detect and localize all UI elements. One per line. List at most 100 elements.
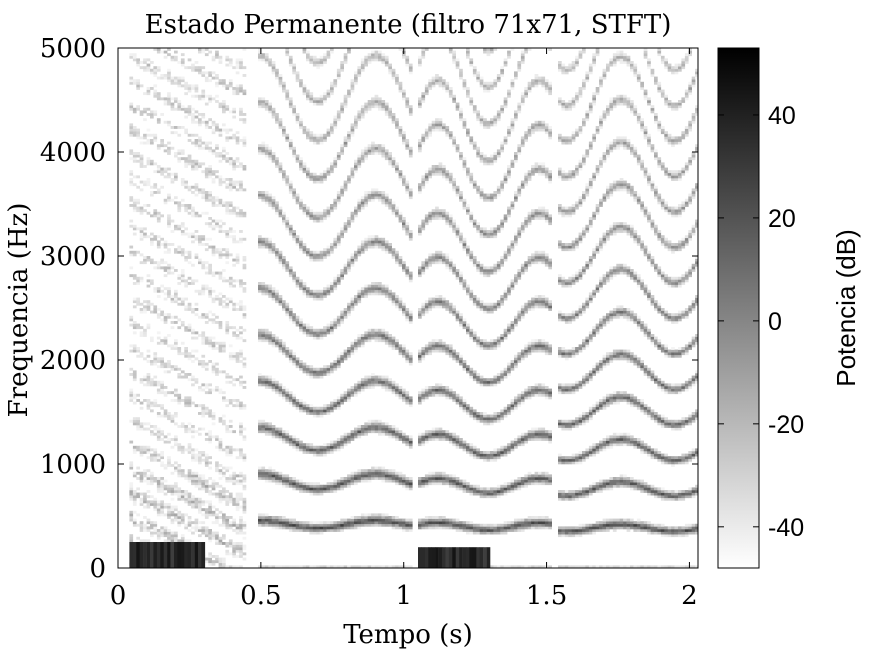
heatmap-cell	[319, 445, 324, 449]
heatmap-cell	[438, 118, 443, 122]
heatmap-cell	[180, 152, 185, 155]
heatmap-cell	[282, 521, 286, 525]
heatmap-cell	[408, 235, 413, 239]
heatmap-cell	[215, 81, 219, 85]
heatmap-cell	[421, 313, 426, 317]
heatmap-cell	[354, 250, 358, 254]
heatmap-cell	[374, 196, 379, 200]
heatmap-cell	[139, 331, 144, 335]
heatmap-cell	[374, 430, 379, 434]
heatmap-cell	[360, 157, 365, 161]
heatmap-cell	[299, 443, 303, 447]
heatmap-cell	[364, 102, 368, 106]
heatmap-cell	[187, 539, 192, 543]
heatmap-cell	[384, 565, 389, 568]
heatmap-cell	[215, 492, 219, 496]
heatmap-cell	[184, 448, 188, 452]
heatmap-cell	[408, 271, 413, 275]
heatmap-cell	[288, 185, 293, 189]
heatmap-cell	[170, 344, 175, 348]
heatmap-cell	[347, 438, 351, 441]
heatmap-cell	[330, 123, 334, 127]
heatmap-cell	[239, 526, 243, 530]
heatmap-cell	[139, 448, 144, 452]
heatmap-cell	[275, 74, 279, 77]
heatmap-cell	[319, 373, 324, 376]
heatmap-cell	[292, 146, 296, 150]
heatmap-cell	[160, 388, 164, 392]
heatmap-cell	[326, 50, 331, 54]
heatmap-cell	[330, 365, 334, 369]
heatmap-cell	[388, 386, 392, 389]
heatmap-cell	[187, 399, 192, 402]
heatmap-cell	[333, 362, 338, 366]
heatmap-cell	[402, 302, 406, 306]
heatmap-cell	[136, 175, 140, 179]
heatmap-cell	[215, 362, 219, 366]
heatmap-cell	[156, 414, 161, 418]
heatmap-cell	[428, 349, 432, 353]
heatmap-cell	[129, 419, 134, 423]
heatmap-cell	[174, 531, 178, 535]
heatmap-cell	[160, 531, 164, 535]
heatmap-cell	[187, 206, 192, 210]
heatmap-cell	[218, 250, 223, 254]
heatmap-cell	[323, 253, 327, 257]
heatmap-cell	[132, 154, 137, 158]
heatmap-cell	[180, 471, 185, 475]
heatmap-cell	[408, 113, 413, 116]
heatmap-cell	[302, 128, 307, 132]
heatmap-cell	[330, 81, 334, 85]
heatmap-cell	[163, 120, 168, 124]
heatmap-cell	[378, 339, 382, 343]
heatmap-cell	[228, 539, 233, 543]
heatmap-cell	[384, 102, 389, 106]
heatmap-cell	[398, 178, 403, 181]
heatmap-cell	[191, 209, 195, 213]
heatmap-cell	[264, 105, 269, 109]
heatmap-cell	[239, 214, 243, 218]
heatmap-cell	[167, 295, 171, 298]
heatmap-cell	[218, 388, 223, 392]
heatmap-cell	[242, 477, 247, 480]
heatmap-cell	[357, 253, 362, 257]
heatmap-cell	[312, 141, 317, 145]
heatmap-cell	[357, 204, 362, 207]
heatmap-cell	[323, 248, 327, 252]
heatmap-cell	[350, 170, 355, 174]
heatmap-cell	[336, 191, 341, 194]
heatmap-cell	[316, 484, 320, 488]
heatmap-cell	[235, 89, 240, 93]
heatmap-cell	[268, 521, 272, 525]
heatmap-cell	[391, 297, 396, 301]
heatmap-cell	[153, 211, 158, 215]
heatmap-cell	[177, 102, 182, 106]
heatmap-cell	[208, 339, 212, 343]
heatmap-cell	[156, 458, 161, 462]
heatmap-cell	[156, 341, 161, 345]
heatmap-cell	[295, 279, 300, 283]
heatmap-cell	[421, 183, 426, 187]
heatmap-cell	[153, 113, 158, 116]
heatmap-cell	[309, 253, 314, 257]
heatmap-cell	[153, 523, 158, 527]
heatmap-cell	[278, 341, 283, 345]
heatmap-cell	[146, 401, 151, 405]
heatmap-cell	[319, 250, 324, 254]
heatmap-cell	[347, 222, 351, 226]
heatmap-cell	[354, 253, 358, 257]
heatmap-cell	[326, 443, 331, 447]
heatmap-cell	[201, 477, 206, 480]
heatmap-cell	[170, 297, 175, 301]
heatmap-cell	[174, 539, 178, 543]
heatmap-cell	[198, 66, 202, 70]
heatmap-cell	[136, 302, 140, 306]
heatmap-cell	[319, 451, 324, 454]
heatmap-cell	[215, 219, 219, 223]
heatmap-cell	[391, 430, 396, 434]
heatmap-cell	[316, 58, 320, 62]
heatmap-cell	[285, 53, 290, 57]
heatmap-cell	[402, 261, 406, 265]
heatmap-cell	[170, 126, 175, 129]
heatmap-cell	[132, 209, 137, 213]
